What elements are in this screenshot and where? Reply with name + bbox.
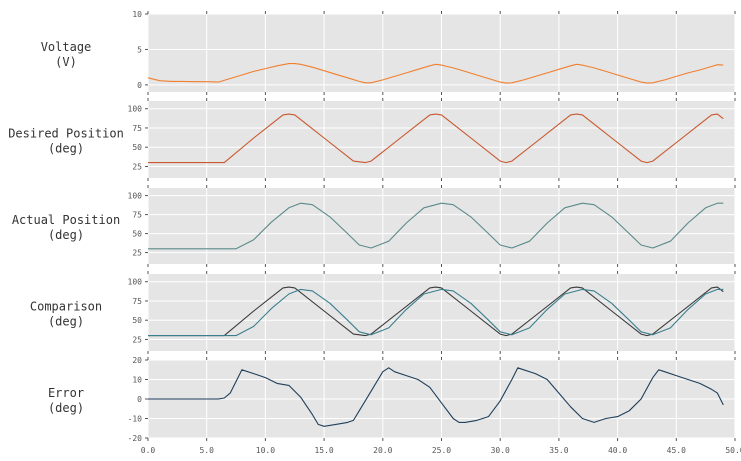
y-tick-label: -20: [128, 434, 143, 443]
y-tick-label: 10: [132, 10, 142, 19]
panel-4: -20 -10 0 10 20 Error (deg): [48, 356, 735, 443]
y-axis-label: Voltage (V): [41, 40, 92, 69]
y-tick-label: 20: [132, 356, 142, 365]
y-tick-label: 75: [132, 124, 142, 133]
y-axis-label-line: Error: [48, 386, 84, 400]
y-axis-label-line: (deg): [48, 315, 84, 329]
y-axis-label-line: Desired Position: [8, 127, 124, 141]
y-axis-label-line: Voltage: [41, 40, 92, 54]
y-axis-label-line: (V): [55, 55, 77, 69]
y-tick-label: 10: [132, 376, 142, 385]
y-axis-label: Actual Position (deg): [12, 213, 120, 242]
x-tick-label: 25.0: [432, 446, 451, 455]
y-axis-label: Error (deg): [48, 386, 84, 415]
panel-3: 25 50 75 100 Comparison (deg): [30, 271, 735, 354]
y-tick-label: 0: [137, 395, 142, 404]
y-tick-label: -10: [128, 415, 143, 424]
x-tick-label: 45.0: [667, 446, 686, 455]
y-tick-label: 100: [128, 278, 143, 287]
x-tick-label: 35.0: [549, 446, 568, 455]
x-tick-label: 0.0: [141, 446, 156, 455]
y-tick-label: 100: [128, 105, 143, 114]
x-tick-label: 15.0: [314, 446, 333, 455]
y-axis-label-line: Comparison: [30, 300, 102, 314]
x-tick-label: 10.0: [256, 446, 275, 455]
panel-1: 25 50 75 100 Desired Position (deg): [8, 98, 735, 181]
y-axis-label: Desired Position (deg): [8, 127, 124, 156]
y-tick-label: 75: [132, 211, 142, 220]
panel-0: 0 5 10 Voltage (V): [41, 10, 735, 95]
x-tick-label: 30.0: [491, 446, 510, 455]
y-tick-label: 50: [132, 143, 142, 152]
y-tick-label: 5: [137, 45, 142, 54]
y-tick-label: 50: [132, 316, 142, 325]
x-tick-label: 20.0: [373, 446, 392, 455]
y-tick-label: 0: [137, 81, 142, 90]
y-axis-label-line: (deg): [48, 401, 84, 415]
y-axis-label-line: (deg): [48, 228, 84, 242]
x-tick-label: 5.0: [199, 446, 214, 455]
y-axis-label-line: (deg): [48, 142, 84, 156]
y-tick-label: 25: [132, 162, 142, 171]
y-axis-label: Comparison (deg): [30, 300, 102, 329]
y-tick-label: 100: [128, 192, 143, 201]
panel-2: 25 50 75 100 Actual Position (deg): [12, 185, 735, 267]
x-tick-label: 40.0: [608, 446, 627, 455]
y-tick-label: 50: [132, 230, 142, 239]
y-tick-label: 25: [132, 249, 142, 258]
x-tick-label: 50.0: [725, 446, 741, 455]
y-axis-label-line: Actual Position: [12, 213, 120, 227]
y-tick-label: 25: [132, 335, 142, 344]
y-tick-label: 75: [132, 297, 142, 306]
